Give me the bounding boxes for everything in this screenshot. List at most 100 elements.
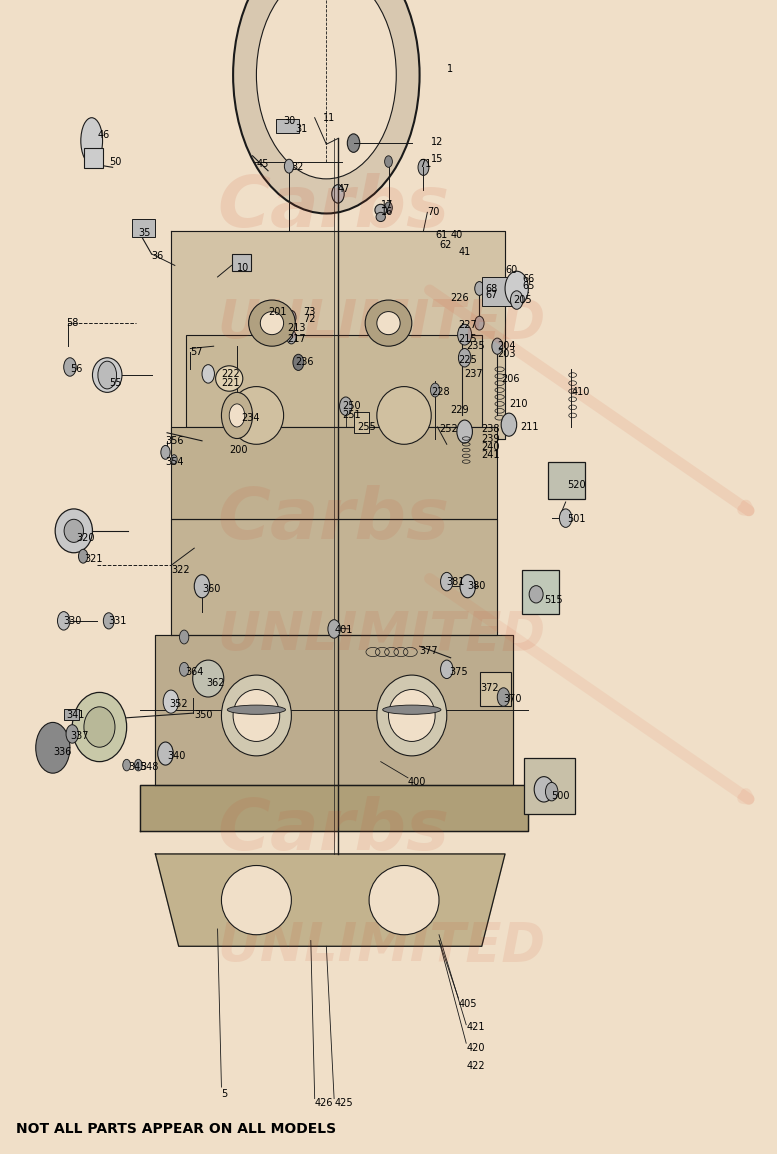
Text: 321: 321	[84, 554, 103, 563]
Circle shape	[161, 445, 170, 459]
Ellipse shape	[228, 705, 286, 714]
Text: 352: 352	[169, 699, 188, 709]
Ellipse shape	[84, 706, 115, 748]
Text: 356: 356	[166, 436, 184, 445]
Circle shape	[171, 455, 177, 464]
Text: 46: 46	[97, 130, 110, 140]
Text: 322: 322	[171, 565, 190, 575]
Circle shape	[103, 613, 114, 629]
Text: 16: 16	[381, 208, 393, 217]
Ellipse shape	[377, 312, 400, 335]
Bar	[171, 427, 497, 519]
Text: NOT ALL PARTS APPEAR ON ALL MODELS: NOT ALL PARTS APPEAR ON ALL MODELS	[16, 1122, 336, 1136]
Text: Carbs: Carbs	[218, 485, 450, 554]
Circle shape	[78, 549, 88, 563]
Ellipse shape	[377, 675, 447, 756]
Text: 55: 55	[109, 379, 121, 388]
Text: 400: 400	[408, 778, 427, 787]
Text: 421: 421	[466, 1022, 485, 1032]
Bar	[186, 335, 482, 427]
Text: 362: 362	[206, 679, 225, 688]
Ellipse shape	[72, 692, 127, 762]
Circle shape	[505, 271, 528, 306]
Circle shape	[233, 0, 420, 213]
Circle shape	[458, 324, 472, 345]
Ellipse shape	[377, 387, 431, 444]
Text: 45: 45	[256, 159, 269, 168]
Circle shape	[202, 365, 214, 383]
Ellipse shape	[382, 705, 441, 714]
Polygon shape	[171, 519, 497, 635]
Circle shape	[179, 630, 189, 644]
Text: 203: 203	[497, 350, 516, 359]
Text: 350: 350	[194, 711, 213, 720]
Polygon shape	[140, 785, 528, 831]
Text: 331: 331	[109, 616, 127, 625]
Text: 241: 241	[482, 450, 500, 459]
Circle shape	[492, 338, 503, 354]
Circle shape	[287, 310, 296, 324]
Ellipse shape	[260, 312, 284, 335]
Bar	[524, 758, 575, 814]
Ellipse shape	[229, 387, 284, 444]
Text: 221: 221	[221, 379, 240, 388]
Circle shape	[441, 660, 453, 679]
Circle shape	[221, 392, 253, 439]
Text: 341: 341	[66, 711, 85, 720]
Text: 70: 70	[427, 208, 440, 217]
Circle shape	[430, 383, 440, 397]
Text: 375: 375	[449, 667, 468, 676]
Ellipse shape	[233, 690, 280, 742]
Polygon shape	[155, 854, 505, 946]
Text: 67: 67	[486, 291, 498, 300]
Text: 57: 57	[190, 347, 203, 357]
Ellipse shape	[221, 866, 291, 935]
Text: 320: 320	[76, 533, 95, 542]
Text: 225: 225	[458, 355, 477, 365]
Text: 217: 217	[287, 335, 306, 344]
Text: 71: 71	[420, 159, 432, 168]
Text: 58: 58	[66, 319, 78, 328]
Text: 354: 354	[166, 457, 184, 466]
Text: 240: 240	[482, 442, 500, 451]
Bar	[64, 709, 79, 720]
Circle shape	[510, 291, 523, 309]
Text: 35: 35	[138, 228, 151, 238]
Text: 239: 239	[482, 434, 500, 443]
Ellipse shape	[81, 118, 103, 164]
Ellipse shape	[535, 777, 553, 802]
Circle shape	[545, 782, 558, 801]
Circle shape	[418, 159, 429, 175]
Text: 364: 364	[185, 667, 204, 676]
Text: 32: 32	[291, 163, 304, 172]
Text: 31: 31	[295, 125, 308, 134]
Circle shape	[385, 202, 392, 213]
Text: 1: 1	[447, 65, 453, 74]
Circle shape	[340, 397, 352, 415]
Circle shape	[36, 722, 70, 773]
Text: 60: 60	[505, 265, 517, 275]
Ellipse shape	[369, 866, 439, 935]
Text: 420: 420	[466, 1043, 485, 1052]
Text: 250: 250	[342, 402, 361, 411]
Text: 215: 215	[458, 335, 477, 344]
Text: 11: 11	[322, 113, 335, 122]
Circle shape	[460, 575, 476, 598]
Text: 237: 237	[464, 369, 483, 379]
Text: 410: 410	[571, 388, 590, 397]
Text: Carbs: Carbs	[218, 173, 450, 242]
Circle shape	[66, 725, 78, 743]
Circle shape	[64, 358, 76, 376]
Bar	[354, 412, 369, 433]
Text: 238: 238	[482, 425, 500, 434]
Text: 222: 222	[221, 369, 240, 379]
Text: 68: 68	[486, 284, 498, 293]
Text: 330: 330	[64, 616, 82, 625]
Text: 426: 426	[315, 1099, 333, 1108]
Text: 10: 10	[237, 263, 249, 272]
Text: 348: 348	[140, 763, 159, 772]
Text: 372: 372	[480, 683, 499, 692]
Circle shape	[284, 159, 294, 173]
Text: 205: 205	[513, 295, 531, 305]
Ellipse shape	[193, 660, 224, 697]
